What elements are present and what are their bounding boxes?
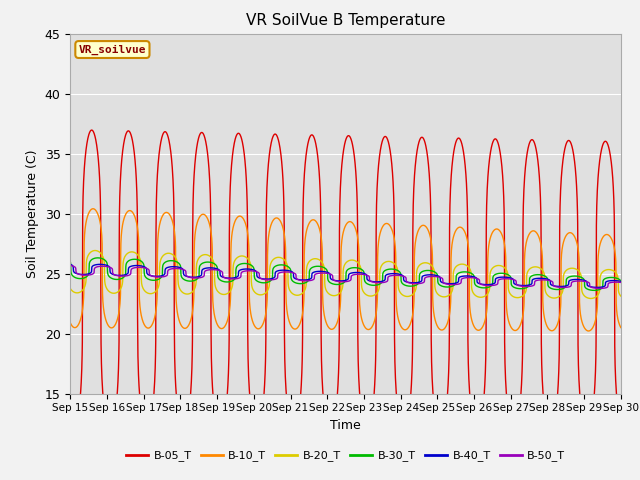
Line: B-40_T: B-40_T [70, 264, 621, 288]
B-30_T [301, 280, 309, 286]
B-10_T [67, 320, 74, 326]
B-20_T [92, 248, 99, 253]
B-20_T [587, 296, 595, 301]
B-05_T [70, 427, 77, 432]
B-10_T [162, 210, 170, 216]
B-40_T [606, 278, 614, 284]
B-30_T [129, 256, 137, 262]
B-40_T [301, 277, 309, 283]
X-axis label: Time: Time [330, 419, 361, 432]
B-05_T [278, 160, 285, 166]
B-50_T [606, 280, 614, 286]
B-20_T [301, 285, 309, 291]
Line: B-05_T: B-05_T [70, 130, 621, 430]
B-10_T [89, 206, 97, 212]
B-10_T [607, 234, 614, 240]
B-40_T [162, 265, 170, 271]
B-20_T [278, 255, 285, 261]
Line: B-10_T: B-10_T [70, 209, 621, 331]
B-05_T [607, 153, 614, 158]
B-05_T [302, 156, 310, 161]
B-40_T [278, 267, 285, 273]
B-05_T [547, 426, 555, 432]
Line: B-20_T: B-20_T [70, 251, 621, 299]
B-40_T [593, 285, 601, 290]
B-05_T [88, 127, 95, 133]
B-05_T [617, 422, 625, 428]
B-30_T [278, 262, 285, 268]
B-30_T [67, 259, 74, 265]
Line: B-30_T: B-30_T [70, 258, 621, 290]
Text: VR_soilvue: VR_soilvue [79, 44, 146, 55]
Title: VR SoilVue B Temperature: VR SoilVue B Temperature [246, 13, 445, 28]
B-05_T [130, 144, 138, 150]
Line: B-50_T: B-50_T [70, 265, 621, 288]
B-50_T [596, 286, 604, 291]
Legend: B-05_T, B-10_T, B-20_T, B-30_T, B-40_T, B-50_T: B-05_T, B-10_T, B-20_T, B-30_T, B-40_T, … [122, 446, 570, 466]
B-50_T [617, 279, 625, 285]
B-10_T [301, 233, 309, 239]
B-30_T [590, 288, 598, 293]
B-10_T [617, 324, 625, 330]
B-30_T [547, 286, 555, 291]
B-30_T [94, 255, 102, 261]
B-40_T [547, 281, 554, 287]
B-10_T [585, 328, 593, 334]
B-30_T [617, 278, 625, 284]
B-40_T [67, 262, 74, 267]
B-50_T [67, 263, 74, 268]
B-10_T [129, 211, 137, 216]
B-50_T [162, 273, 170, 279]
B-50_T [129, 265, 137, 271]
B-10_T [278, 221, 285, 227]
B-05_T [67, 422, 74, 428]
B-50_T [278, 269, 285, 275]
B-20_T [547, 295, 555, 300]
B-10_T [547, 328, 555, 334]
B-40_T [617, 278, 625, 284]
B-20_T [129, 249, 137, 255]
B-20_T [162, 251, 170, 257]
B-20_T [617, 293, 625, 299]
B-40_T [129, 263, 137, 269]
B-50_T [547, 278, 554, 284]
B-30_T [607, 275, 614, 280]
B-20_T [67, 286, 74, 291]
Y-axis label: Soil Temperature (C): Soil Temperature (C) [26, 149, 39, 278]
B-20_T [607, 267, 614, 273]
B-50_T [301, 278, 309, 284]
B-05_T [163, 130, 170, 135]
B-30_T [162, 259, 170, 264]
